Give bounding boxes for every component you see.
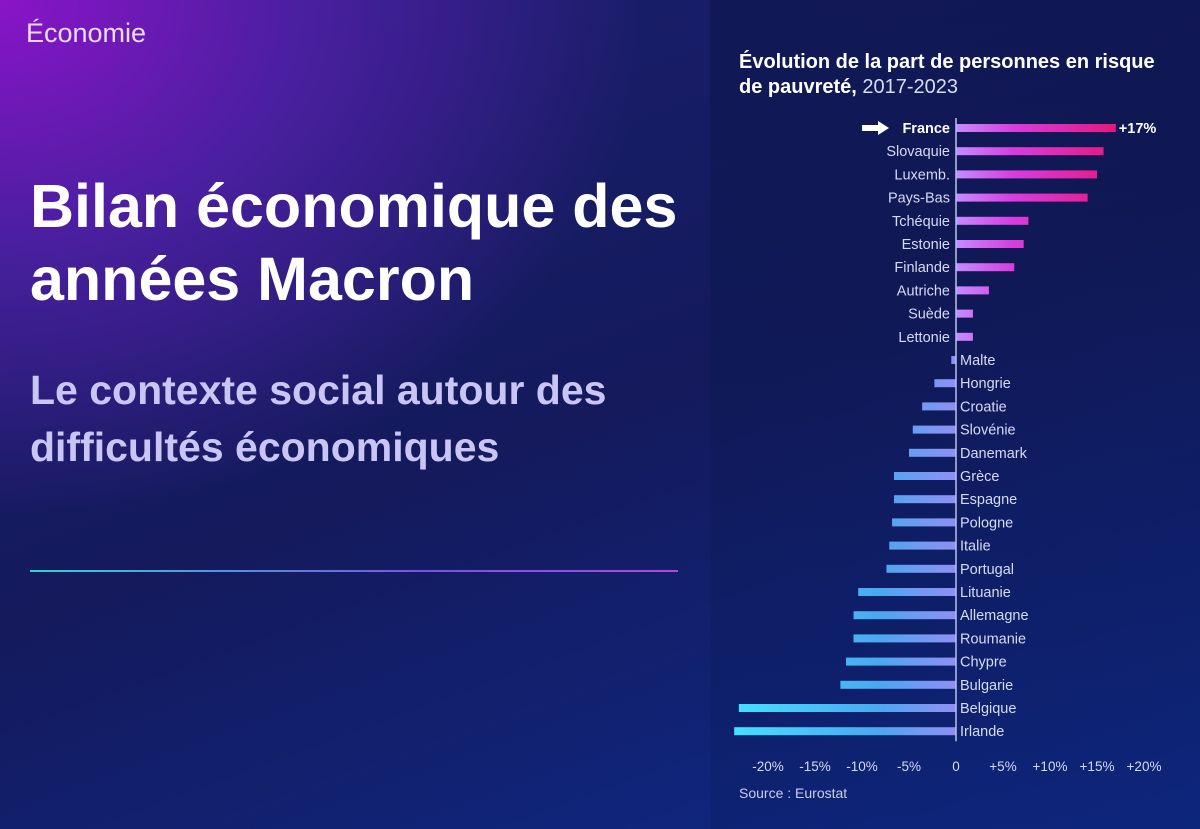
bar-finlande (956, 263, 1015, 272)
category-label-finlande: Finlande (894, 260, 950, 276)
bar-lettonie (956, 332, 973, 341)
bar-malte (951, 356, 956, 364)
bar-chypre (846, 657, 956, 666)
bar-allemagne (853, 611, 956, 620)
bar-lituanie (858, 588, 956, 596)
x-tick-label: -5% (897, 759, 921, 774)
bar-estonie (956, 240, 1024, 248)
category-label-belgique: Belgique (960, 701, 1016, 717)
x-tick-label: -20% (752, 759, 784, 774)
chart-title-main: Évolution de la part de personnes en ris… (739, 51, 1155, 98)
x-tick-label: +20% (1127, 759, 1162, 774)
category-label-danemark: Danemark (960, 446, 1028, 462)
bar-italie (889, 541, 956, 550)
category-label-lettonie: Lettonie (898, 330, 950, 346)
category-label-croatie: Croatie (960, 399, 1007, 415)
category-label-portugal: Portugal (960, 562, 1014, 578)
category-label-allemagne: Allemagne (960, 608, 1029, 624)
category-label-pays-bas: Pays-Bas (888, 191, 950, 207)
chart-title-period: 2017-2023 (862, 76, 959, 98)
category-label-estonie: Estonie (902, 237, 950, 253)
category-label-autriche: Autriche (897, 283, 950, 299)
page-title: Bilan économique des années Macron (30, 172, 678, 314)
category-label-roumanie: Roumanie (960, 631, 1026, 647)
category-label-italie: Italie (960, 539, 991, 555)
divider (30, 570, 678, 572)
category-label-su-de: Suède (908, 307, 950, 323)
x-tick-label: -10% (846, 759, 878, 774)
bar-slovaquie (956, 147, 1104, 156)
bar-portugal (886, 564, 956, 573)
category-label-irlande: Irlande (960, 724, 1004, 740)
bar-luxemb (956, 170, 1097, 179)
category-label-luxemb: Luxemb. (894, 167, 950, 183)
bar-tch-quie (956, 216, 1029, 225)
x-tick-label: -15% (799, 759, 831, 774)
category-label-lituanie: Lituanie (960, 585, 1011, 601)
bar-gr-ce (893, 472, 956, 480)
data-label-france: +17% (1119, 121, 1157, 137)
category-label-bulgarie: Bulgarie (960, 678, 1013, 694)
category-label-france: France (902, 121, 950, 137)
bar-hongrie (934, 379, 956, 388)
bar-belgique (738, 704, 956, 712)
category-label-slov-nie: Slovénie (960, 423, 1016, 439)
category-label-espagne: Espagne (960, 492, 1017, 508)
section-label: Économie (26, 18, 147, 48)
bar-roumanie (853, 634, 956, 643)
category-label-malte: Malte (960, 353, 995, 369)
bar-slov-nie (912, 425, 956, 434)
article-header: Économie Bilan économique des années Mac… (26, 18, 678, 572)
bar-pologne (892, 518, 956, 527)
bar-bulgarie (840, 680, 956, 689)
bar-su-de (956, 309, 973, 318)
bar-autriche (956, 286, 989, 295)
chart-title: Évolution de la part de personnes en ris… (739, 50, 1179, 100)
category-label-chypre: Chypre (960, 655, 1007, 671)
chart-source: Source : Eurostat (739, 785, 848, 801)
bar-pays-bas (956, 193, 1088, 202)
bar-croatie (922, 402, 956, 411)
category-label-gr-ce: Grèce (960, 469, 1000, 485)
chart-panel (710, 0, 1200, 829)
bar-france (956, 124, 1116, 132)
x-tick-label: +15% (1080, 759, 1115, 774)
bar-espagne (893, 495, 956, 504)
x-tick-label: 0 (952, 759, 960, 774)
highlight-arrow-icon (862, 121, 889, 135)
bar-irlande (734, 727, 956, 736)
bar-danemark (909, 448, 956, 457)
category-label-tch-quie: Tchéquie (892, 214, 950, 230)
x-tick-label: +10% (1033, 759, 1068, 774)
x-tick-label: +5% (989, 759, 1016, 774)
category-label-pologne: Pologne (960, 515, 1013, 531)
category-label-hongrie: Hongrie (960, 376, 1011, 392)
page-subtitle: Le contexte social autour des difficulté… (30, 367, 607, 471)
category-label-slovaquie: Slovaquie (886, 144, 950, 160)
